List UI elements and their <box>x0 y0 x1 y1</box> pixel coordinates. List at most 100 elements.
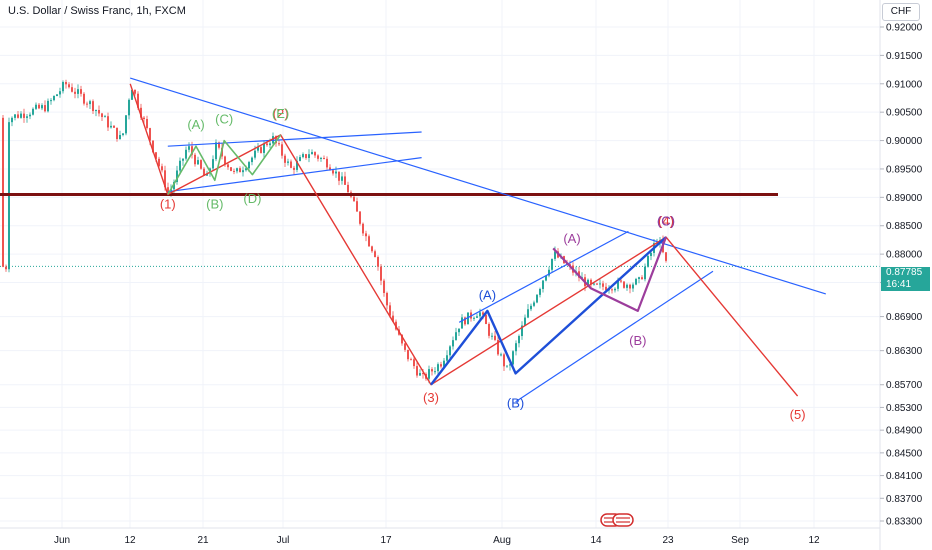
channel-lower <box>515 270 714 403</box>
x-tick-label: Aug <box>493 535 511 546</box>
candle-body <box>149 128 151 141</box>
candle-body <box>602 283 604 287</box>
candle-body <box>461 317 463 329</box>
candle-body <box>590 279 592 285</box>
candle-body <box>92 101 94 112</box>
candle-body <box>473 317 475 319</box>
candle-body <box>287 161 289 163</box>
candle-body <box>293 167 295 170</box>
candle-body <box>554 251 556 259</box>
wave-label: (4) <box>658 214 674 229</box>
candle-body <box>179 160 181 171</box>
candle-body <box>512 351 514 365</box>
y-tick-label: 0.88500 <box>886 221 923 232</box>
candle-body <box>605 286 607 291</box>
candle-body <box>515 343 517 352</box>
candle-body <box>152 140 154 153</box>
candle-body <box>263 143 265 153</box>
candle-body <box>407 349 409 360</box>
candle-body <box>599 283 601 285</box>
candle-body <box>329 167 331 171</box>
candle-body <box>308 154 310 158</box>
candle-body <box>50 100 52 102</box>
candle-body <box>215 142 217 160</box>
candle-body <box>392 315 394 322</box>
candle-body <box>542 280 544 289</box>
candle-body <box>278 143 280 145</box>
candle-body <box>620 280 622 282</box>
candle-body <box>518 336 520 344</box>
candle-body <box>380 266 382 281</box>
candle-body <box>266 143 268 146</box>
candle-body <box>449 346 451 356</box>
candle-body <box>311 152 313 155</box>
candle-body <box>155 152 157 159</box>
candle-body <box>191 146 193 155</box>
candle-body <box>539 288 541 295</box>
candle-body <box>188 146 190 150</box>
candle-body <box>356 201 358 212</box>
y-tick-label: 0.83700 <box>886 494 923 505</box>
candle-body <box>302 154 304 158</box>
x-tick-label: 23 <box>662 535 674 546</box>
currency-selector[interactable]: CHF <box>882 3 920 21</box>
candle-body <box>53 95 55 101</box>
candle-body <box>134 89 136 94</box>
candle-body <box>299 157 301 161</box>
candle-body <box>167 187 169 193</box>
candle-body <box>491 335 493 337</box>
wave-label: (5) <box>790 407 806 422</box>
candle-body <box>17 114 19 118</box>
candle-body <box>488 324 490 336</box>
candle-body <box>320 157 322 159</box>
candle-body <box>383 280 385 293</box>
candle-body <box>386 292 388 306</box>
candle-body <box>506 365 508 367</box>
candle-body <box>98 109 100 114</box>
candle-body <box>71 87 73 92</box>
candle-body <box>476 316 478 318</box>
candle-body <box>353 196 355 202</box>
candle-body <box>638 277 640 279</box>
candle-body <box>62 82 64 92</box>
candle-body <box>164 170 166 188</box>
candle-body <box>122 133 124 136</box>
candle-body <box>629 284 631 289</box>
candle-body <box>230 167 232 171</box>
chart-grid <box>0 0 880 528</box>
candle-body <box>464 317 466 325</box>
candle-body <box>467 312 469 325</box>
candle-body <box>323 157 325 159</box>
candle-body <box>158 158 160 167</box>
us-flag-icon[interactable] <box>600 513 634 527</box>
candle-body <box>218 142 220 148</box>
candle-body <box>212 159 214 169</box>
candle-body <box>236 168 238 172</box>
candle-body <box>296 160 298 170</box>
candle-body <box>26 116 28 118</box>
candle-body <box>632 284 634 289</box>
candle-body <box>182 158 184 161</box>
candle-body <box>74 91 76 94</box>
candle-body <box>125 115 127 134</box>
candle-body <box>290 161 292 168</box>
candle-body <box>482 312 484 315</box>
wave-labels: (1) (2) (3) (4) (5) (A) (B) (C) (D) (E) (A) (B) (C) (… <box>160 106 806 422</box>
time-axis: Jun 12 21 Jul 17 Aug 14 23 Sep 12 <box>54 535 820 546</box>
red-wave-1 <box>129 83 799 397</box>
candle-body <box>434 371 436 373</box>
candle-body <box>65 82 67 85</box>
candle-body <box>665 252 667 261</box>
candle-body <box>143 117 145 120</box>
purple-abc <box>552 236 668 312</box>
candle-body <box>536 294 538 303</box>
candle-body <box>95 109 97 112</box>
candle-body <box>440 364 442 367</box>
candle-body <box>626 284 628 288</box>
x-tick-label: 17 <box>380 535 392 546</box>
candle-body <box>455 332 457 341</box>
candle-body <box>245 168 247 171</box>
candle-body <box>485 314 487 325</box>
candle-body <box>362 223 364 234</box>
